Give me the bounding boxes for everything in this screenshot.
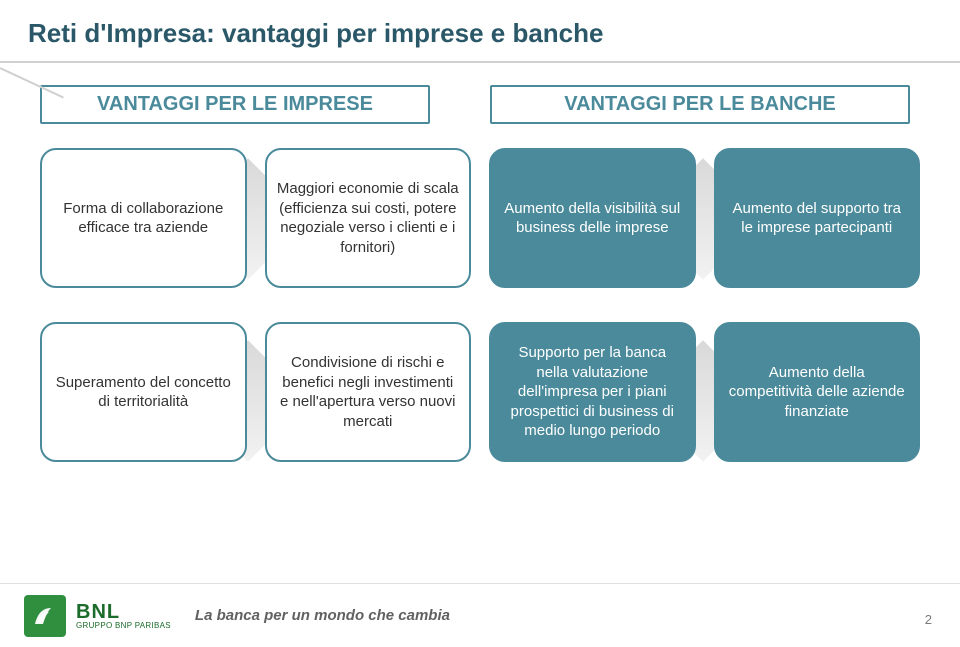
content-area: Forma di collaborazione efficace tra azi… [0,124,960,462]
logo-icon [24,595,66,637]
logo-text: BNL GRUPPO BNP PARIBAS [76,602,171,630]
card-row-2: Superamento del concetto di territoriali… [40,322,920,462]
card-condivisione: Condivisione di rischi e benefici negli … [265,322,472,462]
card-visibilita: Aumento della visibilità sul business de… [489,148,696,288]
title-underline [0,55,960,77]
card-supporto-banca: Supporto per la banca nella valutazione … [489,322,696,462]
logo-block: BNL GRUPPO BNP PARIBAS [24,595,171,637]
footer: BNL GRUPPO BNP PARIBAS La banca per un m… [0,583,960,647]
footer-slogan: La banca per un mondo che cambia [195,607,450,624]
header-banche: VANTAGGI PER LE BANCHE [490,85,910,124]
header-imprese: VANTAGGI PER LE IMPRESE [40,85,430,124]
card-economie-scala: Maggiori economie di scala (efficienza s… [265,148,472,288]
card-territorialita: Superamento del concetto di territoriali… [40,322,247,462]
card-collaborazione: Forma di collaborazione efficace tra azi… [40,148,247,288]
page-title: Reti d'Impresa: vantaggi per imprese e b… [0,0,960,49]
brand-name: BNL [76,602,171,622]
card-competitivita: Aumento della competitività delle aziend… [714,322,921,462]
page-number: 2 [925,612,932,627]
brand-sub: GRUPPO BNP PARIBAS [76,622,171,630]
card-supporto: Aumento del supporto tra le imprese part… [714,148,921,288]
card-row-1: Forma di collaborazione efficace tra azi… [40,148,920,288]
headers-row: VANTAGGI PER LE IMPRESE VANTAGGI PER LE … [0,77,960,124]
